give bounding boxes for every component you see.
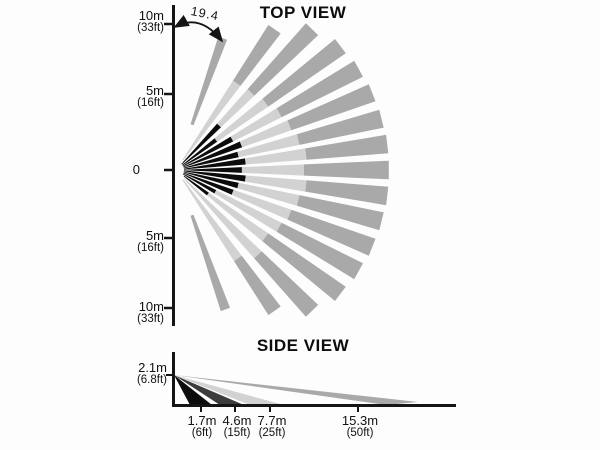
top-beam-segment-light [214, 98, 269, 142]
axis-label-meters: 10m [138, 299, 164, 314]
top-beam-segment-light [245, 148, 307, 165]
axis-label-5m-bottom: 5m (16ft) [102, 229, 164, 255]
sensor-height-label: 2.1m (6.8ft) [105, 361, 167, 387]
top-beam-segment-gray [233, 24, 281, 86]
top-beam-segment-light [231, 189, 292, 220]
top-beam-segment-black [183, 151, 239, 169]
top-beam-segment-black [184, 167, 242, 173]
top-beam-segment-light [182, 179, 242, 262]
top-beam-segment-light [237, 182, 300, 206]
side-beam-black [174, 375, 212, 405]
axis-label-feet: (16ft) [137, 97, 164, 109]
axis-label-feet: (16ft) [137, 242, 164, 254]
axis-label-meters: 0 [132, 162, 140, 177]
distance-meters: 1.7m [187, 413, 217, 428]
distance-meters: 4.6m [222, 413, 252, 428]
top-beam-segment-black [182, 173, 217, 194]
top-beam-segment-gray [303, 160, 389, 180]
axis-label-meters: 10m [138, 8, 164, 23]
distance-feet: (25ft) [258, 427, 286, 439]
axis-label-0m: 0 [102, 163, 164, 176]
top-beam-segment-light [182, 80, 241, 161]
distance-label-1-7m: 1.7m (6ft) [170, 414, 234, 440]
side-beam-light [174, 375, 284, 405]
axis-label-feet: (33ft) [137, 22, 164, 34]
top-view-axis [164, 5, 175, 326]
top-beam-segment-light [206, 192, 269, 242]
axis-label-10m-top: 10m (33ft) [102, 9, 164, 35]
top-beam-segment-black [183, 175, 209, 196]
side-view-title: SIDE VIEW [256, 336, 350, 355]
axis-label-5m-top: 5m (16ft) [102, 84, 164, 110]
axis-label-meters: 5m [145, 83, 164, 98]
top-beam-segment-gray [287, 84, 376, 131]
height-meters: 2.1m [138, 360, 167, 375]
side-view-axis [166, 352, 456, 412]
distance-feet: (6ft) [191, 427, 213, 439]
height-feet: (6.8ft) [136, 374, 167, 386]
top-beam-segment-gray [262, 233, 346, 301]
top-beam-segment-light [230, 108, 282, 142]
distance-feet: (50ft) [346, 427, 374, 439]
top-beam-segment-black [183, 141, 243, 168]
distance-meters: 7.7m [257, 413, 287, 428]
top-beam-segment-black [183, 170, 246, 182]
top-beam-segment-gray [247, 23, 319, 96]
top-beam-segment-gray [276, 222, 363, 280]
angle-arc-arrow [173, 14, 224, 43]
top-beam-segment-light [217, 89, 255, 128]
top-beam-segment-gray [296, 195, 384, 231]
top-beam-segment-gray [296, 109, 384, 145]
top-beam-segment-gray [190, 214, 230, 312]
top-beam-segment-gray [276, 60, 363, 118]
top-beam-segment-gray [234, 255, 281, 316]
top-beam-segment-black [183, 171, 239, 189]
top-view-beam-fan [181, 23, 389, 317]
distance-label-15-3m: 15.3m (50ft) [328, 414, 392, 440]
axis-label-meters: 5m [145, 228, 164, 243]
top-beam-segment-light [184, 178, 262, 259]
side-view-beam-fan [174, 375, 418, 405]
top-beam-segment-gray [254, 251, 319, 317]
axis-label-feet: (33ft) [137, 313, 164, 325]
top-beam-segment-light [237, 134, 300, 158]
top-beam-segment-black [183, 158, 246, 170]
top-beam-segment-black [182, 138, 218, 166]
top-beam-segment-black [183, 172, 234, 195]
top-beam-segment-gray [305, 180, 389, 206]
top-beam-segment-gray [262, 39, 346, 107]
distance-feet: (15ft) [223, 427, 251, 439]
top-beam-segment-gray [305, 134, 389, 160]
top-beam-segment-gray [287, 209, 376, 256]
top-beam-segment-black [182, 136, 234, 167]
top-view-title: TOP VIEW [259, 3, 347, 22]
top-beam-segment-light [241, 164, 304, 176]
top-beam-segment-light [239, 120, 292, 148]
distance-label-7-7m: 7.7m (25ft) [240, 414, 304, 440]
axis-label-10m-bottom: 10m (33ft) [102, 300, 164, 326]
side-beam-dark [174, 375, 244, 405]
distance-label-4-6m: 4.6m (15ft) [205, 414, 269, 440]
top-beam-segment-gray [190, 36, 228, 126]
side-beam-gray [174, 375, 418, 405]
top-beam-segment-black [181, 123, 221, 165]
top-beam-segment-light [214, 190, 282, 232]
top-beam-segment-light [245, 175, 307, 192]
distance-meters: 15.3m [341, 413, 379, 428]
